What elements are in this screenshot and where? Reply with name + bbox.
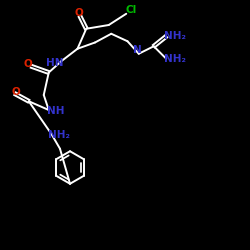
Text: NH₂: NH₂ (48, 130, 70, 140)
Text: HN: HN (46, 58, 64, 68)
Text: NH₂: NH₂ (164, 54, 186, 64)
Text: O: O (12, 87, 20, 97)
Text: N: N (133, 45, 142, 55)
Text: NH: NH (47, 106, 64, 116)
Text: O: O (74, 8, 83, 18)
Text: Cl: Cl (126, 5, 137, 15)
Text: NH₂: NH₂ (164, 31, 186, 41)
Text: O: O (23, 59, 32, 69)
